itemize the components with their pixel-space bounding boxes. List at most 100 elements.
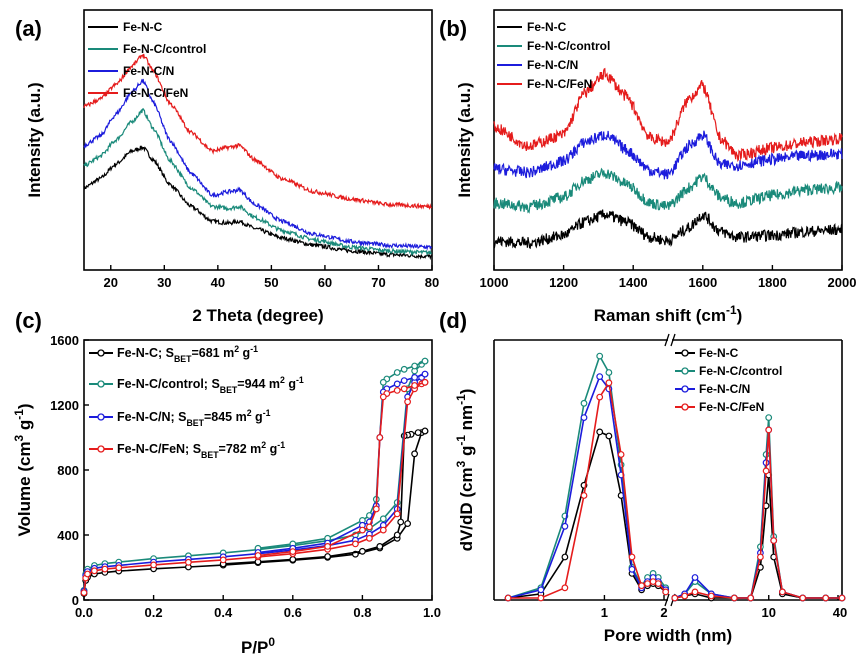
panel-c-legend-marker-3 bbox=[97, 445, 105, 453]
panel-b-legend-label-3: Fe-N-C/FeN bbox=[527, 77, 592, 91]
panel-c-legend-label-1-part: =944 m bbox=[237, 377, 280, 391]
panel-c-legend-label-1-part: -1 bbox=[296, 375, 304, 385]
panel-a-label-part: (a) bbox=[15, 16, 42, 41]
panel-a-legend-label-1: Fe-N-C/control bbox=[123, 42, 206, 56]
panel-c-ytick-label-part: 400 bbox=[57, 528, 79, 543]
panel-d-ylabel-part: -1 bbox=[454, 435, 468, 446]
panel-d-point-3 bbox=[644, 580, 651, 587]
panel-c-ytick-label-part: 1200 bbox=[50, 398, 79, 413]
panel-a-xtick-label: 40 bbox=[211, 275, 225, 290]
panel-a-xlabel: 2 Theta (degree) bbox=[192, 306, 323, 325]
panel-a-label: (a) bbox=[15, 16, 42, 41]
panel-d-point-2 bbox=[537, 586, 545, 594]
panel-d-legend-marker-0 bbox=[681, 349, 689, 357]
panel-d-legend-label-3-part: Fe-N-C/FeN bbox=[699, 400, 764, 414]
panel-d-point-2 bbox=[628, 565, 636, 573]
panel-d-point-2 bbox=[561, 522, 569, 530]
panel-c-point-1 bbox=[393, 369, 401, 376]
panel-c-legend-label-1-part: Fe-N-C/control; bbox=[117, 377, 211, 391]
panel-d-point-2 bbox=[596, 373, 604, 381]
panel-b-ylabel-part: Intensity (a.u.) bbox=[455, 82, 474, 197]
panel-c-xlabel-part: 0 bbox=[268, 635, 275, 649]
panel-c-point-1 bbox=[379, 378, 387, 386]
panel-d-point-0 bbox=[596, 428, 604, 436]
panel-c-point-0 bbox=[359, 547, 366, 555]
panel-d-legend-label-0: Fe-N-C bbox=[699, 346, 739, 360]
panel-d-point-3 bbox=[730, 594, 738, 602]
panel-d-legend-label-3: Fe-N-C/FeN bbox=[699, 400, 764, 414]
panel-b-xtick-label-part: 1400 bbox=[619, 275, 648, 290]
panel-d-series-3-left bbox=[508, 380, 667, 599]
panel-d-point-3 bbox=[691, 588, 699, 596]
panel-d-ylabel-part: dV/dD (cm bbox=[457, 467, 476, 551]
panel-c-legend-label-0-part: -1 bbox=[250, 344, 258, 354]
panel-c-legend-label-0-part: 2 bbox=[234, 344, 239, 354]
panel-c: 0.0 0.2 0.4 0.6 0.8 1.0 0 400 800 1200 1600 Fe-N-C;… bbox=[12, 308, 441, 657]
panel-b-series-0 bbox=[493, 209, 843, 250]
panel-c-ytick-label: 1200 bbox=[50, 398, 79, 413]
panel-d-xlabel: Pore width (nm) bbox=[604, 626, 732, 645]
panel-c-legend-label-3-part: g bbox=[266, 442, 277, 456]
panel-d-point-3 bbox=[770, 537, 778, 544]
panel-c-point-3 bbox=[150, 561, 158, 569]
panel-b-legend-label-2: Fe-N-C/N bbox=[527, 58, 578, 72]
panel-d-point-3 bbox=[654, 580, 662, 587]
panel-b-xtick-label-part: 2000 bbox=[828, 275, 857, 290]
panel-d-point-3 bbox=[617, 451, 625, 458]
panel-c-legend-label-1-part: S bbox=[211, 377, 219, 391]
panel-b-xtick-label: 1400 bbox=[619, 275, 648, 290]
panel-c-xlabel: P/P0 bbox=[241, 635, 275, 657]
panel-c-point-3 bbox=[404, 398, 412, 406]
panel-d-label-part: (d) bbox=[439, 308, 467, 333]
panel-d-point-3 bbox=[596, 393, 604, 401]
panel-d-point-3 bbox=[681, 592, 689, 600]
panel-a-legend-label-0: Fe-N-C bbox=[123, 20, 163, 34]
panel-d-xtick-label: 1 bbox=[601, 605, 608, 620]
panel-c-point-3 bbox=[219, 556, 227, 564]
panel-d-xtick-label-part: 10 bbox=[762, 605, 776, 620]
panel-a-xtick-label-part: 70 bbox=[371, 275, 385, 290]
panel-d-xtick-label-part: 1 bbox=[601, 605, 608, 620]
panel-d-ylabel-part: nm bbox=[457, 405, 476, 435]
panel-d-point-0 bbox=[561, 553, 569, 561]
panel-c-point-3 bbox=[379, 526, 387, 534]
panel-c-point-1 bbox=[379, 515, 387, 523]
panel-c-point-3 bbox=[366, 523, 373, 531]
panel-c-point-3 bbox=[393, 510, 401, 518]
panel-c-point-3 bbox=[90, 567, 98, 575]
panel-c-legend-label-0-part: S bbox=[166, 346, 174, 360]
panel-c-ytick-label: 1600 bbox=[50, 333, 79, 348]
panel-b-xlabel-part: -1 bbox=[726, 303, 737, 317]
panel-b: 1000 1200 1400 1600 1800 2000 Fe-N-C Fe-N-C/con… bbox=[439, 9, 857, 325]
panel-d-ylabel-part: -1 bbox=[454, 394, 468, 405]
panel-d-point-1 bbox=[765, 414, 773, 422]
panel-c-point-0 bbox=[404, 520, 412, 527]
panel-d-point-1 bbox=[605, 369, 613, 376]
panel-b-xtick-label: 1200 bbox=[549, 275, 578, 290]
panel-c-xtick-label-part: 1.0 bbox=[423, 605, 441, 620]
panel-a-legend-label-0-part: Fe-N-C bbox=[123, 20, 163, 34]
panel-c-point-3 bbox=[254, 552, 262, 559]
panel-a-xtick-label: 30 bbox=[157, 275, 171, 290]
panel-c-xtick-label: 0.6 bbox=[284, 605, 302, 620]
panel-c-legend-marker-2 bbox=[97, 413, 105, 421]
panel-c-point-3 bbox=[393, 387, 401, 394]
panel-d-xtick-label: 40 bbox=[833, 605, 847, 620]
panel-b-xtick-label: 1000 bbox=[480, 275, 509, 290]
panel-d-point-3 bbox=[822, 594, 830, 602]
panel-b-xtick-label-part: 1000 bbox=[480, 275, 509, 290]
panel-c-xtick-label: 1.0 bbox=[423, 605, 441, 620]
panel-a-ylabel-part: Intensity (a.u.) bbox=[25, 82, 44, 197]
panel-c-legend-label-2-part: 2 bbox=[247, 408, 252, 418]
panel-c-ytick-label-part: 0 bbox=[72, 593, 79, 608]
panel-b-legend-label-1-part: Fe-N-C/control bbox=[527, 39, 610, 53]
panel-d-series-1-right bbox=[674, 417, 842, 599]
panel-c-legend-label-2-part: =845 m bbox=[204, 410, 247, 424]
panel-c-point-0 bbox=[421, 427, 429, 435]
panel-a-xtick-label: 50 bbox=[264, 275, 278, 290]
panel-c-legend-label-0-part: BET bbox=[174, 354, 192, 364]
panel-c-point-0 bbox=[414, 429, 422, 437]
panel-b-xtick-label: 1800 bbox=[758, 275, 787, 290]
panel-c-label-part: (c) bbox=[15, 308, 42, 333]
